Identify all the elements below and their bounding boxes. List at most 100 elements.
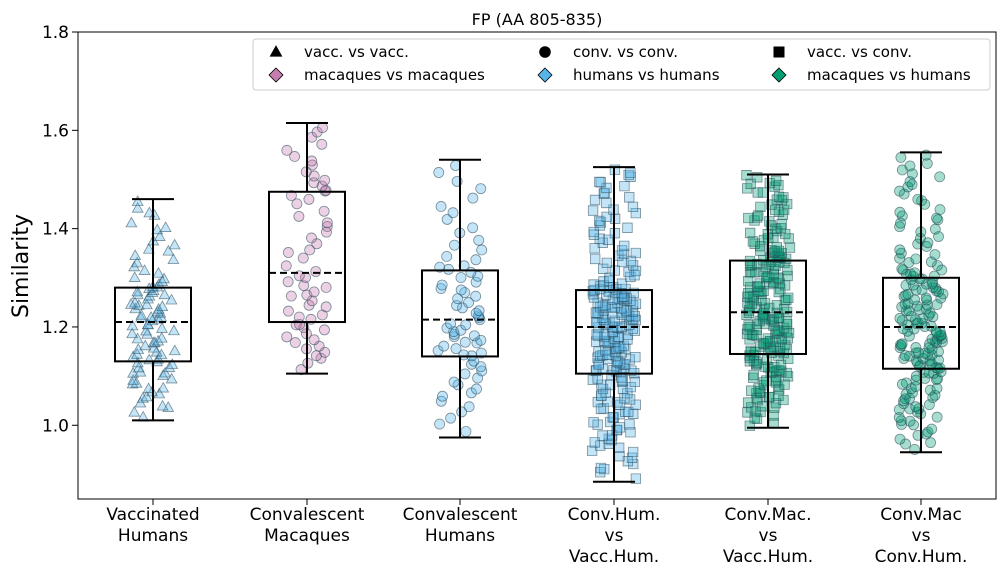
data-point [779,379,790,390]
data-point [437,390,448,402]
data-point [167,324,180,336]
y-tick-label: 1.2 [42,318,69,338]
x-tick-label: Conv.Mac [880,505,962,525]
data-point [319,174,331,186]
data-point [125,298,138,309]
data-point [592,396,603,408]
data-point [448,376,460,388]
data-point [893,411,905,423]
data-point [782,198,793,210]
y-axis-ticks: 1.0 1.2 1.4 1.6 1.8 [42,23,78,436]
x-tick-label: Humans [425,526,495,546]
data-point [152,312,165,324]
data-point [624,419,635,430]
data-point [587,205,599,216]
data-point [926,423,938,435]
data-point [932,260,943,272]
x-tick-label: Convalescent [250,505,365,525]
data-point [155,331,168,343]
data-point [131,285,144,297]
data-point [297,252,309,264]
box-group [882,149,960,455]
iqr-box [882,276,960,370]
data-point [773,191,785,202]
data-point [449,239,460,251]
data-point [627,446,639,458]
data-point [135,308,148,320]
data-point [308,286,320,298]
data-point [925,437,937,449]
data-point [616,278,628,289]
data-point [168,238,181,250]
jitter-points [280,122,333,376]
legend-label: conv. vs conv. [573,43,678,61]
data-point [625,171,636,182]
data-point [619,180,630,192]
data-point [625,167,636,178]
data-point [131,201,144,213]
y-tick-label: 1.6 [42,121,69,141]
data-point [594,176,605,188]
data-point [588,417,599,428]
data-point [904,415,916,427]
data-point [771,241,782,253]
data-point [782,270,793,282]
data-point [896,263,908,275]
data-point [447,207,459,219]
x-tick-label: Humans [118,526,188,546]
data-point [293,311,305,323]
data-point [910,342,922,353]
data-point [896,338,908,350]
data-point [158,272,171,284]
data-point [921,158,933,169]
data-point [595,462,607,474]
data-point [589,194,601,206]
data-point [316,138,328,150]
data-point [894,221,906,233]
data-point [281,144,293,156]
data-point [630,247,641,259]
data-point [467,192,479,204]
data-point [283,305,294,317]
data-point [748,369,759,381]
data-point [129,296,142,308]
data-point [594,233,605,244]
iqr-box [729,259,807,355]
y-tick-label: 1.8 [42,23,69,43]
data-point [282,247,294,258]
data-point [916,284,928,296]
data-point [627,201,639,213]
data-point [595,177,606,188]
data-point [131,256,144,268]
data-point [131,288,144,300]
data-point [163,361,176,373]
legend: vacc. vs vacc. conv. vs conv. vacc. vs con… [252,38,991,91]
iqr-box [575,289,653,375]
data-point [281,331,293,343]
legend-entry: vacc. vs conv. [773,43,912,61]
data-point [289,337,301,349]
legend-entry: vacc. vs vacc. [269,43,409,61]
data-point [762,271,774,283]
data-point [140,324,153,336]
data-point [140,298,153,310]
data-point [894,433,906,445]
jitter-points [741,170,796,431]
data-point [455,272,467,284]
data-point [597,430,608,441]
data-point [158,288,171,300]
data-point [321,217,333,229]
data-point [924,307,936,319]
data-point [308,334,320,346]
data-point [910,253,922,265]
data-point [459,336,471,348]
data-point [475,183,487,195]
data-point [630,351,641,363]
data-point [150,345,163,357]
data-point [156,399,169,411]
data-point [436,279,448,291]
data-point [320,301,332,313]
data-point [128,271,141,282]
data-point [744,292,756,303]
x-tick-label: Macaques [264,526,350,546]
